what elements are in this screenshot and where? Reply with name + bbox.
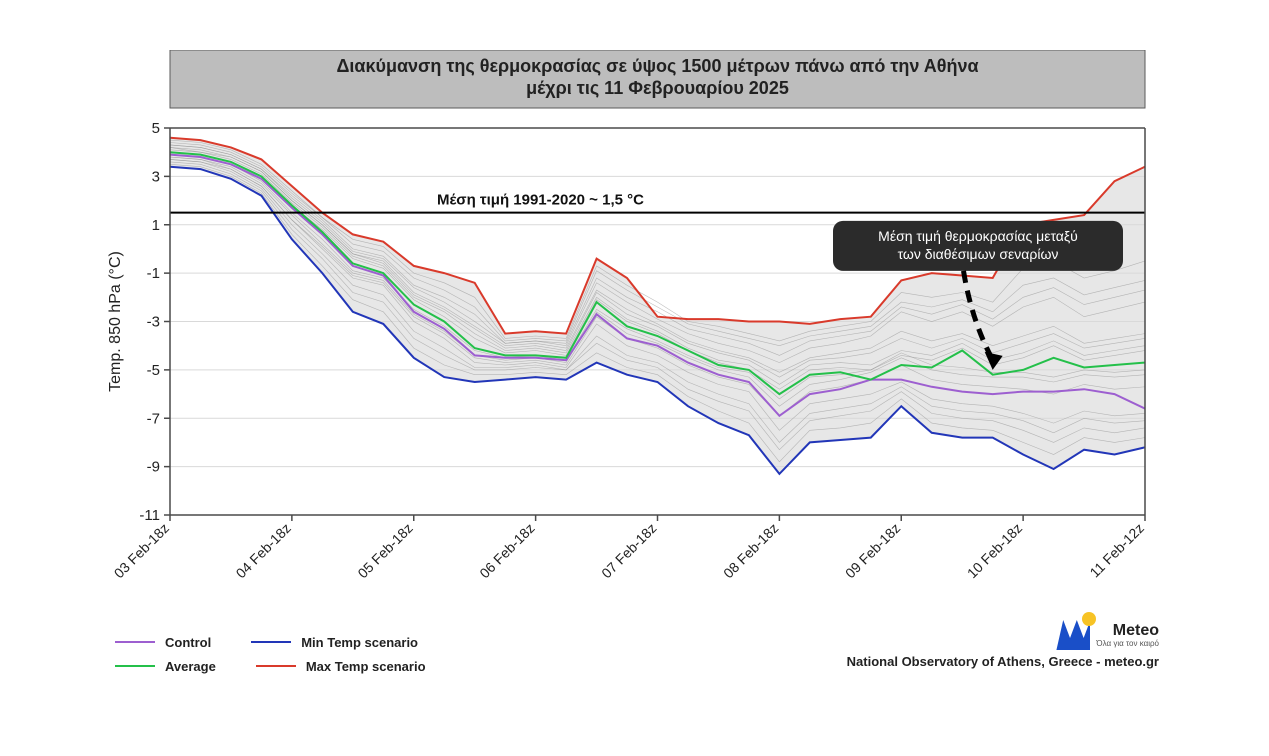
- chart-title-line2: μέχρι τις 11 Φεβρουαρίου 2025: [526, 78, 789, 98]
- xtick-label: 04 Feb-18z: [233, 520, 294, 581]
- y-axis-label: Temp. 850 hPa (°C): [107, 251, 124, 392]
- meteo-tagline: Όλα για τον καιρό: [1096, 640, 1159, 648]
- meteo-logo-sun-icon: [1082, 612, 1096, 626]
- legend-swatch: [115, 641, 155, 643]
- ytick-label: 5: [152, 120, 160, 137]
- ytick-label: -1: [147, 265, 160, 282]
- legend-swatch: [256, 665, 296, 667]
- xtick-label: 05 Feb-18z: [354, 520, 415, 581]
- ytick-label: -5: [147, 362, 160, 379]
- legend-label: Average: [165, 659, 216, 674]
- reference-line-label: Μέση τιμή 1991-2020 ~ 1,5 °C: [437, 192, 644, 209]
- xtick-label: 06 Feb-18z: [476, 520, 537, 581]
- legend-label: Max Temp scenario: [306, 659, 426, 674]
- attribution: Meteo Όλα για τον καιρό National Observa…: [847, 620, 1159, 669]
- ytick-label: -7: [147, 410, 160, 427]
- xtick-label: 07 Feb-18z: [598, 520, 659, 581]
- ytick-label: 3: [152, 168, 160, 185]
- meteo-logo: Meteo Όλα για τον καιρό: [847, 620, 1159, 650]
- meteo-logo-mark: [1056, 620, 1090, 650]
- xtick-label: 11 Feb-12z: [1086, 520, 1147, 581]
- chart-title-line1: Διακύμανση της θερμοκρασίας σε ύψος 1500…: [336, 56, 978, 76]
- xtick-label: 09 Feb-18z: [842, 520, 903, 581]
- legend-item-control: Control: [115, 635, 211, 650]
- page-root: Διακύμανση της θερμοκρασίας σε ύψος 1500…: [0, 0, 1269, 756]
- meteo-logo-text-block: Meteo Όλα για τον καιρό: [1096, 622, 1159, 648]
- legend-label: Min Temp scenario: [301, 635, 418, 650]
- legend-swatch: [251, 641, 291, 643]
- legend-item-max: Max Temp scenario: [256, 659, 426, 674]
- legend-item-average: Average: [115, 659, 216, 674]
- legend-label: Control: [165, 635, 211, 650]
- legend: Control Min Temp scenario Average Max Te…: [115, 630, 815, 685]
- ytick-label: -3: [147, 314, 160, 331]
- legend-item-min: Min Temp scenario: [251, 635, 418, 650]
- annotation-text-line2: των διαθέσιμων σεναρίων: [898, 246, 1059, 262]
- xtick-label: 08 Feb-18z: [720, 520, 781, 581]
- chart-svg: Διακύμανση της θερμοκρασίας σε ύψος 1500…: [100, 50, 1160, 610]
- ytick-label: -11: [139, 507, 160, 524]
- attribution-text: National Observatory of Athens, Greece -…: [847, 654, 1159, 669]
- ytick-label: 1: [152, 217, 160, 234]
- xtick-label: 03 Feb-18z: [111, 520, 172, 581]
- legend-swatch: [115, 665, 155, 667]
- chart-container: Διακύμανση της θερμοκρασίας σε ύψος 1500…: [100, 50, 1160, 610]
- ytick-label: -9: [147, 459, 160, 476]
- xtick-label: 10 Feb-18z: [964, 520, 1025, 581]
- meteo-brand: Meteo: [1096, 622, 1159, 640]
- annotation-text-line1: Μέση τιμή θερμοκρασίας μεταξύ: [878, 228, 1078, 244]
